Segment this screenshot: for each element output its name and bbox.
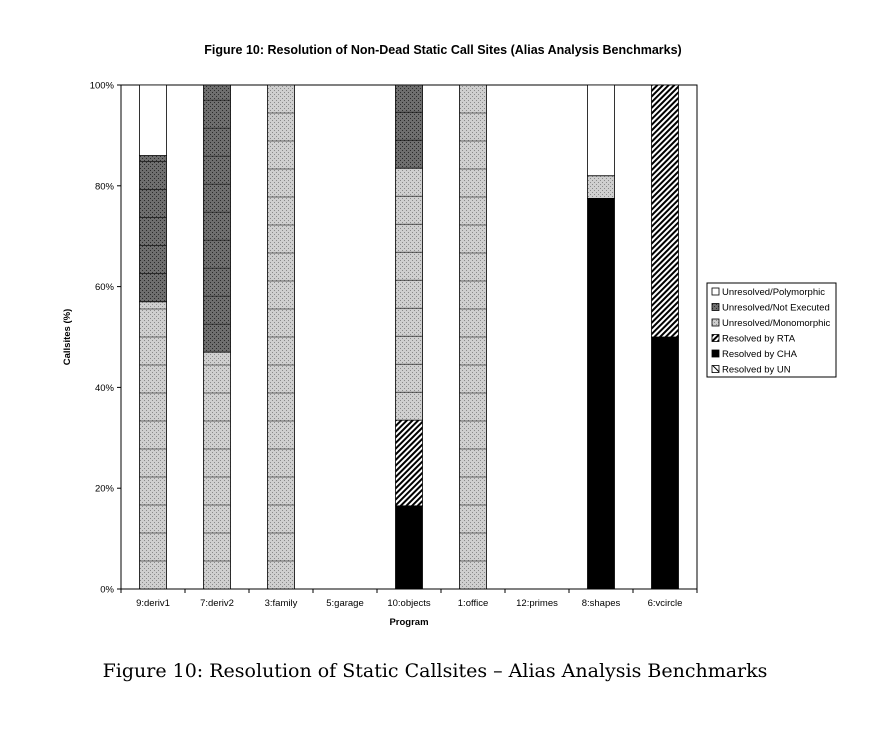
y-axis-label: Callsites (%) [62, 309, 73, 366]
legend-swatch-resolved-by-un [711, 365, 720, 373]
legend-swatch-unresolved-not-executed [711, 303, 720, 311]
bars-group [139, 84, 679, 590]
y-axis: 0% 20% 40% 60% 80% 100% [90, 81, 121, 596]
x-tick-label: 10:objects [387, 598, 431, 609]
bar-6-vcircle-resolved-by-rta [651, 84, 679, 338]
y-tick-label: 60% [95, 282, 115, 293]
x-tick-label: 1:office [458, 598, 488, 609]
x-tick-label: 6:vcircle [648, 598, 683, 609]
bar-9-deriv1-unresolved-polymorphic [139, 84, 167, 156]
legend-label-resolved-by-rta: Resolved by RTA [722, 334, 796, 345]
bar-10-objects-resolved-by-cha [395, 505, 423, 590]
bar-7-deriv2-unresolved-monomorphic [203, 351, 231, 590]
legend-swatch-unresolved-monomorphic [711, 318, 720, 327]
bar-10-objects-unresolved-monomorphic [395, 167, 423, 421]
legend-swatch-resolved-by-rta [711, 334, 720, 342]
x-tick-label: 9:deriv1 [136, 598, 170, 609]
legend-label-unresolved-monomorphic: Unresolved/Monomorphic [722, 318, 830, 329]
legend-label-resolved-by-un: Resolved by UN [722, 365, 791, 376]
bar-10-objects-resolved-by-rta [395, 419, 423, 507]
x-tick-label: 12:primes [516, 598, 558, 609]
y-tick-label: 80% [95, 181, 115, 192]
x-tick-label: 5:garage [326, 598, 364, 609]
chart: Figure 10: Resolution of Non-Dead Static… [62, 43, 837, 628]
legend-swatch-unresolved-polymorphic [711, 287, 720, 296]
legend-swatch-resolved-by-cha [711, 349, 720, 358]
bar-6-vcircle-resolved-by-cha [651, 336, 679, 590]
bar-7-deriv2-unresolved-not-executed [203, 84, 231, 353]
bar-9-deriv1-unresolved-monomorphic [139, 301, 167, 590]
y-tick-label: 100% [90, 81, 115, 92]
x-axis-label: Program [389, 617, 428, 628]
bar-8-shapes-resolved-by-cha [587, 197, 615, 590]
bar-10-objects-unresolved-not-executed [395, 84, 423, 169]
x-axis: 9:deriv1 7:deriv2 3:family 5:garage 10:objec… [120, 589, 698, 609]
figure-caption: Figure 10: Resolution of Static Callsite… [102, 660, 768, 682]
bar-8-shapes-unresolved-polymorphic [587, 84, 615, 177]
x-tick-label: 8:shapes [582, 598, 621, 609]
chart-title: Figure 10: Resolution of Non-Dead Static… [204, 43, 681, 57]
x-tick-label: 3:family [265, 598, 298, 609]
y-tick-label: 20% [95, 484, 115, 495]
y-tick-label: 0% [100, 585, 114, 596]
x-tick-label: 7:deriv2 [200, 598, 234, 609]
bar-8-shapes-unresolved-monomorphic [587, 175, 615, 199]
legend-label-resolved-by-cha: Resolved by CHA [722, 349, 798, 360]
bar-9-deriv1-unresolved-not-executed [139, 155, 167, 303]
legend: Unresolved/Polymorphic Unresolved/Not Exe… [706, 282, 837, 378]
legend-label-unresolved-polymorphic: Unresolved/Polymorphic [722, 287, 825, 298]
legend-label-unresolved-not-executed: Unresolved/Not Executed [722, 303, 830, 314]
y-tick-label: 40% [95, 383, 115, 394]
legend-box [706, 282, 837, 378]
